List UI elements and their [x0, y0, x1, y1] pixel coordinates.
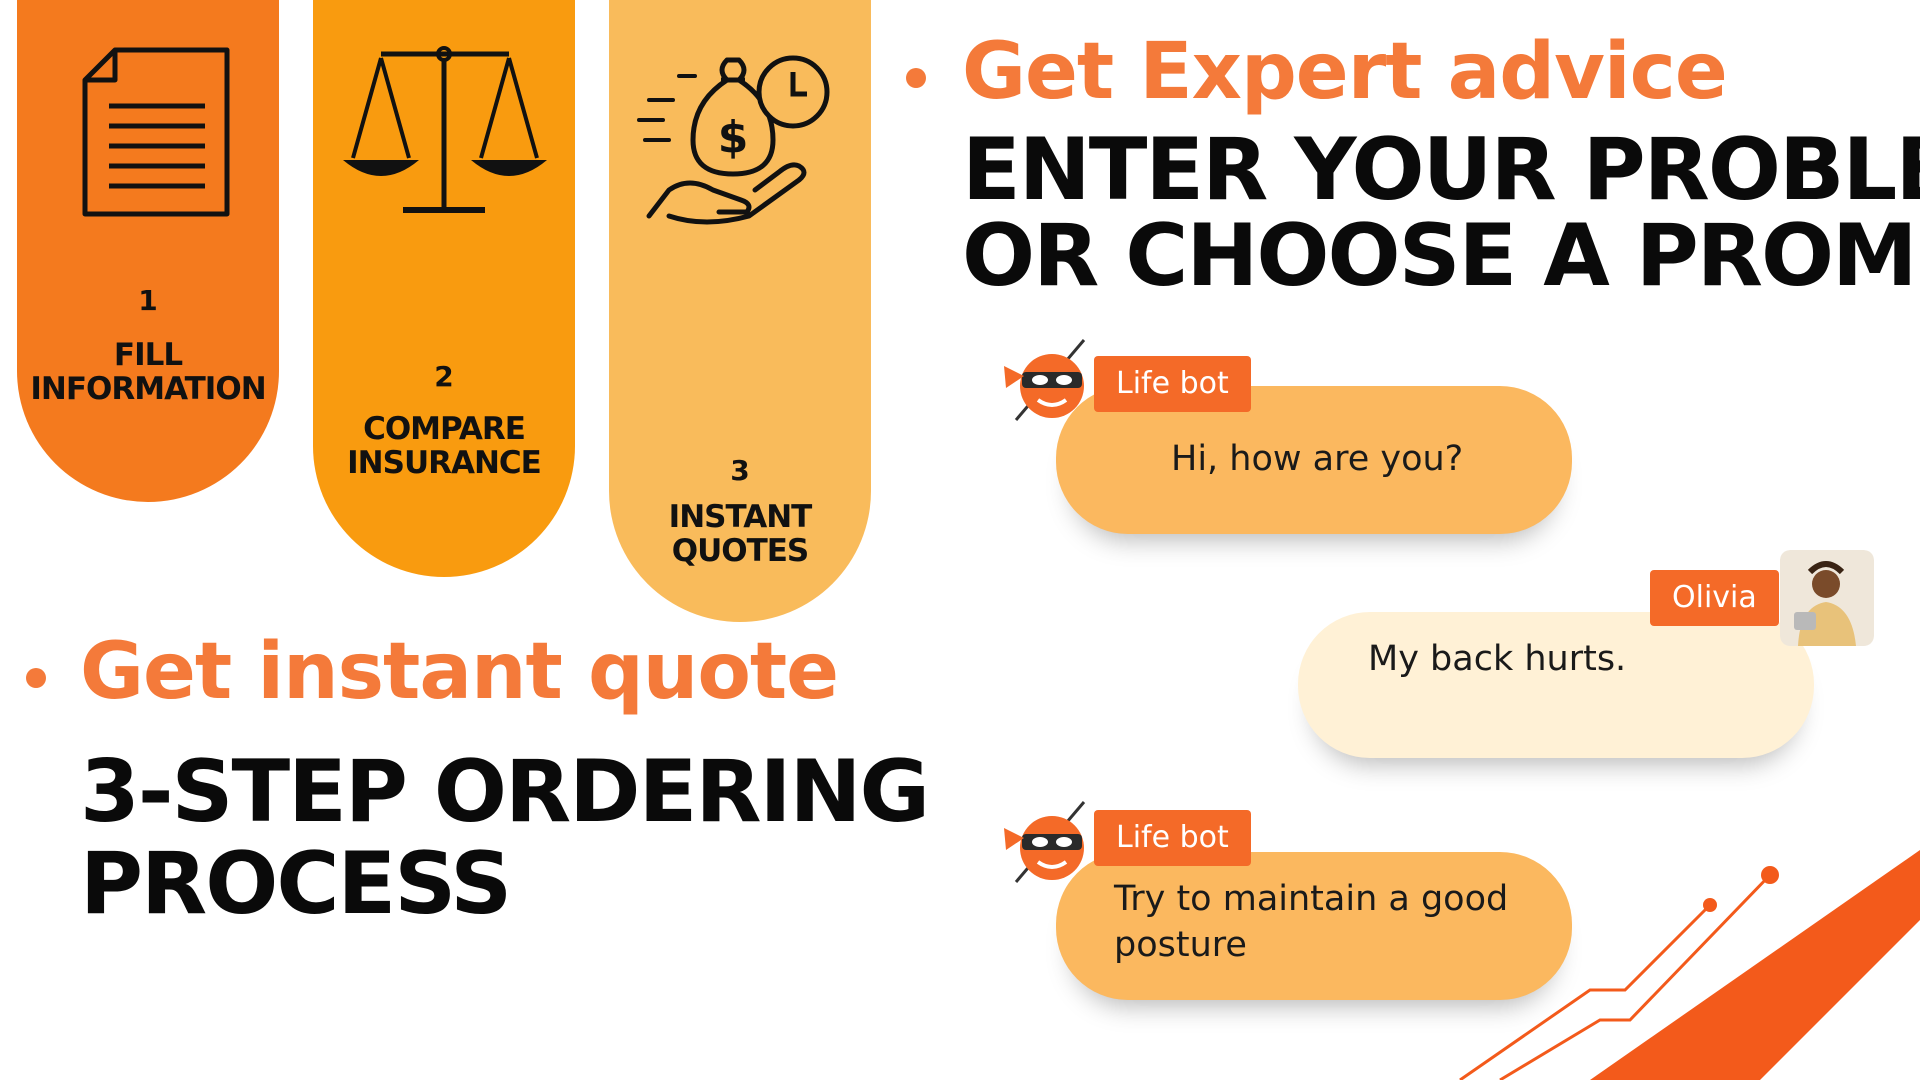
chat-bubble-bot: Try to maintain a good posture [1056, 852, 1572, 1000]
step-label-line1: COMPARE [363, 411, 526, 447]
chat-message-line1: Try to maintain a good [1114, 879, 1509, 919]
bullet-dot [906, 68, 926, 88]
expert-line2: OR CHOOSE A PROMP [962, 206, 1920, 306]
bullet-dot [26, 668, 46, 688]
user-avatar [1780, 550, 1874, 646]
step-card-compare-insurance: 2 COMPARE INSURANCE [313, 0, 575, 577]
step-label-line2: INSURANCE [347, 445, 542, 481]
money-bag-hand-icon: $ [637, 55, 830, 225]
scales-icon [343, 46, 547, 213]
chat-message-line2: posture [1114, 925, 1247, 965]
chat-sender-tag: Life bot [1094, 356, 1251, 412]
expert-heading: Get Expert advice [962, 27, 1728, 117]
step-label-line1: FILL [113, 337, 183, 373]
step-number: 3 [730, 454, 750, 487]
document-icon [82, 47, 230, 217]
step-label-line1: INSTANT [668, 499, 813, 535]
bot-avatar-icon [1004, 801, 1086, 883]
expert-line1: ENTER YOUR PROBLEM [962, 120, 1920, 220]
bot-avatar-icon [1004, 339, 1086, 421]
step-label-line2: INFORMATION [30, 371, 266, 407]
quote-line1: 3-STEP ORDERING [80, 742, 930, 842]
chat-bubble-user: My back hurts. [1298, 612, 1814, 758]
step-card-fill-information: 1 FILL INFORMATION [17, 0, 279, 502]
step-number: 1 [138, 284, 158, 317]
chat-sender-tag: Life bot [1094, 810, 1251, 866]
step-number: 2 [434, 360, 454, 393]
quote-heading: Get instant quote [80, 627, 839, 717]
quote-line2: PROCESS [80, 834, 512, 934]
chat-message: My back hurts. [1368, 639, 1627, 679]
svg-text:$: $ [718, 112, 749, 163]
chat-sender-tag: Olivia [1650, 570, 1779, 626]
step-card-instant-quotes: $ 3 INSTANT QUOTES [609, 0, 871, 622]
step-label-line2: QUOTES [671, 533, 810, 569]
decorative-corner-graphic [1459, 850, 1920, 1080]
chat-message: Hi, how are you? [1171, 439, 1464, 479]
